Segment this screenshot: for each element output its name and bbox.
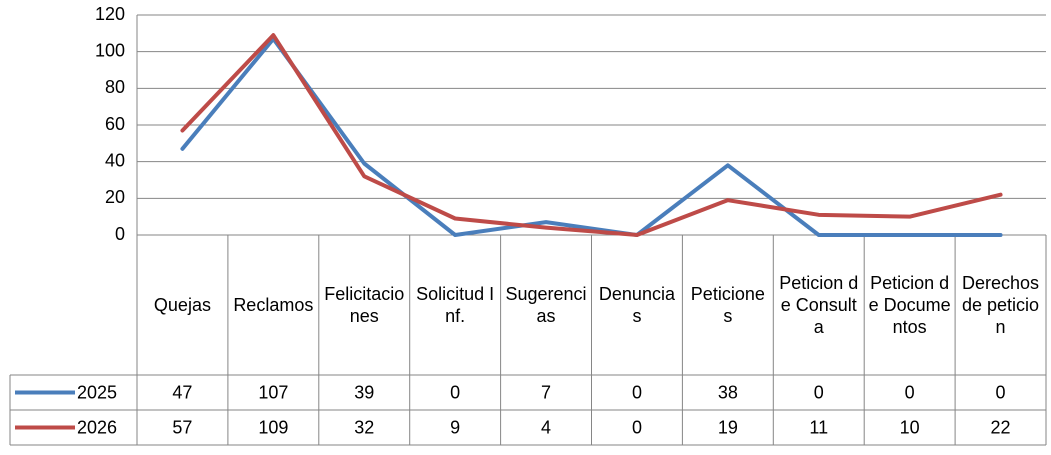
table-value: 0 [632,382,642,402]
table-value: 57 [172,417,192,437]
x-tick-label: Peticiones [690,284,765,326]
table-value: 0 [632,417,642,437]
series-line [180,36,1003,237]
y-tick-label: 120 [95,4,125,24]
x-tick-label: Peticion de Consulta [779,273,859,337]
legend-label: 2026 [77,417,117,437]
legend-label: 2025 [77,382,117,402]
x-tick-label: Derechos de peticion [962,273,1040,337]
x-tick-label: Solicitud Inf. [416,284,495,326]
table-value: 47 [172,382,192,402]
table-value: 107 [258,382,288,402]
table-value: 19 [718,417,738,437]
table-value: 0 [905,382,915,402]
series-line [180,33,1003,237]
x-tick-label: Denuncias [598,284,675,326]
x-tick-label: Quejas [153,295,211,315]
table-value: 11 [809,417,828,437]
table-value: 38 [718,382,738,402]
y-tick-label: 60 [105,114,125,134]
table-value: 109 [258,417,288,437]
x-tick-label: Felicitaciones [324,284,405,326]
y-tick-label: 80 [105,77,125,97]
table-value: 32 [354,417,374,437]
table-value: 0 [814,382,824,402]
x-tick-label: Reclamos [233,295,314,315]
y-tick-label: 40 [105,150,125,170]
table-value: 10 [900,417,920,437]
table-value: 0 [450,382,460,402]
y-tick-label: 20 [105,187,125,207]
table-value: 7 [541,382,551,402]
y-tick-label: 100 [95,40,125,60]
table-value: 0 [996,382,1006,402]
x-tick-label: Peticion de Documentos [868,273,951,337]
table-value: 4 [541,417,551,437]
table-value: 39 [354,382,374,402]
y-tick-label: 0 [115,224,125,244]
table-value: 22 [991,417,1011,437]
table-value: 9 [450,417,460,437]
x-tick-label: Sugerencias [505,284,587,326]
